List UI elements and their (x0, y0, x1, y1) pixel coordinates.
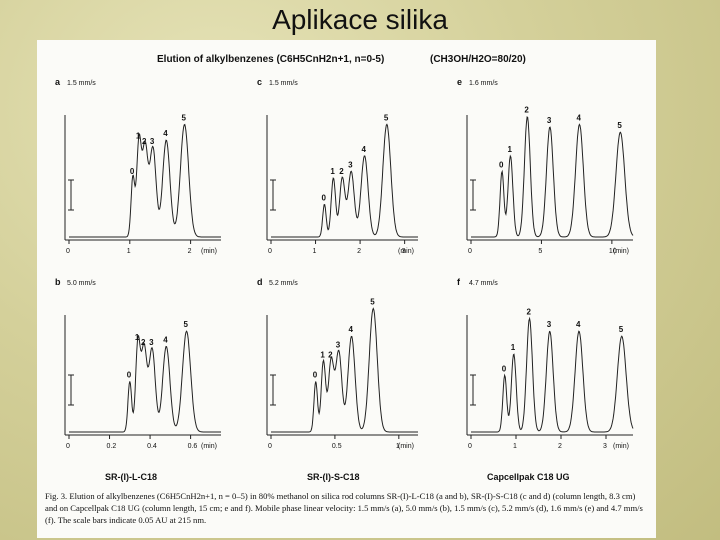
panel-letter: b (55, 277, 61, 287)
peak-label: 4 (163, 129, 168, 138)
figure-header: Elution of alkylbenzenes (C6H5CnH2n+1, n… (157, 54, 385, 65)
peak-label: 3 (348, 161, 353, 170)
peak-label: 0 (502, 364, 507, 373)
velocity-label: 5.2 mm/s (269, 280, 298, 287)
peak-label: 3 (547, 320, 552, 329)
peak-label: 3 (150, 137, 155, 146)
peak-label: 0 (127, 371, 132, 380)
x-tick-label: 0.5 (332, 443, 342, 450)
peak-label: 0 (130, 167, 135, 176)
figure-caption: Fig. 3. Elution of alkylbenzenes (C6H5Cn… (45, 491, 643, 525)
figure-header-conditions: (CH3OH/H2O=80/20) (430, 54, 526, 65)
panel-letter: a (55, 77, 61, 87)
peak-label: 5 (370, 298, 375, 307)
x-tick-label: 3 (402, 248, 406, 255)
velocity-label: 5.0 mm/s (67, 280, 96, 287)
peak-label: 4 (349, 325, 354, 334)
chromatogram-trace (471, 316, 634, 433)
peak-label: 2 (339, 167, 344, 176)
velocity-label: 1.5 mm/s (67, 80, 96, 87)
peak-label: 1 (135, 333, 140, 342)
x-tick-label: 0 (468, 248, 472, 255)
peak-label: 1 (320, 350, 325, 359)
peak-label: 2 (524, 105, 529, 114)
peak-label: 5 (617, 121, 622, 130)
x-tick-label: 0.2 (107, 443, 117, 450)
peak-label: 2 (141, 338, 146, 347)
panel-b: b 5.0 mm/s 0 12 3 4 5 0 0.2 0.4 0.6 (min) (55, 277, 221, 450)
peak-label: 1 (511, 343, 516, 352)
column-label-sr-l: SR-(I)-L-C18 (105, 472, 157, 482)
peak-label: 4 (362, 145, 367, 154)
peak-label: 1 (330, 167, 335, 176)
x-tick-label: 2 (357, 248, 361, 255)
x-unit-label: (min) (398, 443, 414, 450)
peak-label: 0 (321, 193, 326, 202)
x-tick-label: 0 (468, 443, 472, 450)
velocity-label: 4.7 mm/s (469, 280, 498, 287)
x-tick-label: 0.4 (147, 443, 157, 450)
peak-label: 4 (163, 335, 168, 344)
chromatogram-trace (471, 116, 634, 238)
x-tick-label: 3 (603, 443, 607, 450)
x-tick-label: 1 (396, 443, 400, 450)
peak-label: 4 (576, 320, 581, 329)
panel-letter: f (457, 277, 461, 287)
column-label-sr-s: SR-(I)-S-C18 (307, 472, 360, 482)
peak-label: 2 (328, 350, 333, 359)
x-tick-label: 2 (558, 443, 562, 450)
x-tick-label: 0.6 (188, 443, 198, 450)
figure: Elution of alkylbenzenes (C6H5CnH2n+1, n… (37, 40, 656, 538)
column-label-capcellpak: Capcellpak C18 UG (487, 472, 570, 482)
panel-letter: e (457, 77, 462, 87)
slide-title: Aplikace silika (272, 4, 448, 35)
x-unit-label: (min) (613, 248, 629, 255)
peak-label: 3 (547, 116, 552, 125)
peak-label: 0 (313, 371, 318, 380)
peak-label: 2 (527, 308, 532, 317)
x-tick-label: 5 (538, 248, 542, 255)
panel-letter: c (257, 77, 262, 87)
x-tick-label: 1 (513, 443, 517, 450)
x-tick-label: 2 (188, 248, 192, 255)
x-tick-label: 0 (66, 443, 70, 450)
chromatogram-trace (69, 123, 221, 238)
x-unit-label: (min) (613, 443, 629, 450)
panel-f: f 4.7 mm/s 0 1 2 3 4 5 0 1 2 3 (min) (457, 277, 634, 450)
x-tick-label: 1 (313, 248, 317, 255)
velocity-label: 1.5 mm/s (269, 80, 298, 87)
x-unit-label: (min) (201, 248, 217, 255)
peak-label: 5 (384, 113, 389, 122)
velocity-label: 1.6 mm/s (469, 80, 498, 87)
peak-label: 5 (182, 113, 187, 122)
x-tick-label: 1 (127, 248, 131, 255)
chromatogram-trace (271, 123, 418, 238)
x-unit-label: (min) (398, 248, 414, 255)
x-unit-label: (min) (201, 443, 217, 450)
peak-label: 2 (142, 137, 147, 146)
x-tick-label: 0 (66, 248, 70, 255)
peak-label: 1 (507, 145, 512, 154)
x-tick-label: 10 (609, 248, 617, 255)
x-tick-label: 0 (268, 248, 272, 255)
peak-label: 3 (149, 338, 154, 347)
x-tick-label: 0 (268, 443, 272, 450)
peak-label: 5 (184, 320, 189, 329)
peak-label: 5 (619, 325, 624, 334)
peak-label: 1 (136, 132, 141, 141)
peak-label: 0 (499, 161, 504, 170)
chromatogram-trace (69, 330, 221, 433)
panel-letter: d (257, 277, 263, 287)
peak-label: 4 (576, 113, 581, 122)
peak-label: 3 (336, 340, 341, 349)
chromatogram-trace (271, 307, 418, 433)
